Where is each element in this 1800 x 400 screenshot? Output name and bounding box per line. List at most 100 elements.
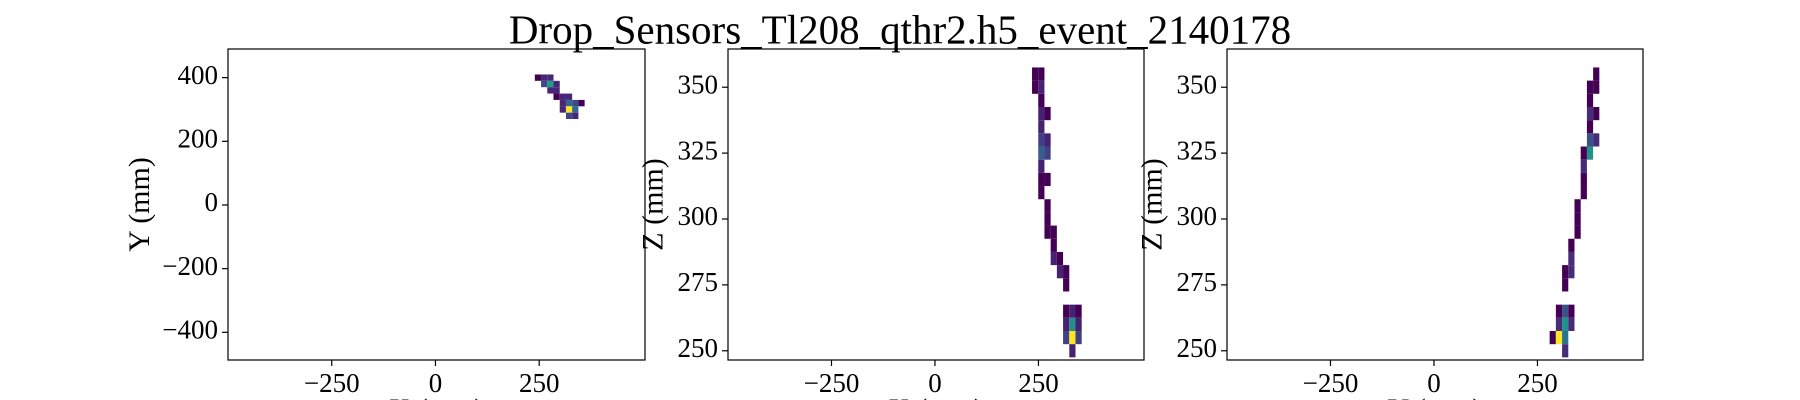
y-tick-label: −200 xyxy=(162,251,218,281)
heatmap-cell xyxy=(547,80,554,88)
heatmap-cell xyxy=(572,106,579,113)
y-axis-label: Y (mm) xyxy=(123,157,156,252)
y-tick-label: 275 xyxy=(678,267,719,297)
heatmap-cell xyxy=(1555,317,1563,332)
heatmap-cell xyxy=(1032,80,1039,94)
heatmap-cell xyxy=(1593,67,1600,81)
heatmap-cell xyxy=(1568,304,1575,318)
heatmap-cell xyxy=(1593,133,1600,147)
heatmap-cell xyxy=(1562,331,1569,345)
y-tick-label: 200 xyxy=(178,124,219,154)
heatmap-cell xyxy=(1580,186,1587,200)
heatmap-cell xyxy=(547,87,554,94)
axes-frame xyxy=(1226,48,1644,361)
x-tick-label: 0 xyxy=(429,368,443,398)
y-tick-label: −400 xyxy=(162,315,218,345)
heatmap-cell xyxy=(1574,225,1581,239)
heatmap-cell xyxy=(565,93,573,100)
y-tick-label: 325 xyxy=(678,135,719,165)
x-axis-label: X (mm) xyxy=(888,393,984,400)
heatmap-cell xyxy=(1586,133,1594,147)
axes-frame xyxy=(727,48,1145,361)
cells xyxy=(1549,67,1600,358)
heatmap-cell xyxy=(1050,238,1057,252)
y-tick-label: 300 xyxy=(678,201,719,231)
heatmap-cell xyxy=(1063,265,1070,279)
heatmap-cell xyxy=(559,93,566,100)
heatmap-cell xyxy=(1568,238,1575,252)
heatmap-cell xyxy=(1044,106,1051,121)
heatmap-cell xyxy=(1586,80,1594,94)
heatmap-cell xyxy=(1063,278,1070,292)
heatmap-cell xyxy=(1562,265,1569,279)
heatmap-cell xyxy=(1063,317,1070,332)
heatmap-cell xyxy=(565,99,573,107)
plot-area: −250 0 250 250 275 300 325 350 Y (mm) Z (mm) xyxy=(1135,48,1644,400)
y-tick-label: 0 xyxy=(205,187,219,217)
heatmap-cell xyxy=(1562,304,1569,318)
heatmap-cell xyxy=(541,74,548,81)
x-tick-label: 0 xyxy=(1427,368,1441,398)
heatmap-cell xyxy=(553,93,560,100)
x-tick-label: 250 xyxy=(1018,368,1059,398)
x-tick-label: 250 xyxy=(1517,368,1558,398)
heatmap-cell xyxy=(1038,120,1045,134)
heatmap-cell xyxy=(1038,172,1045,187)
heatmap-cell xyxy=(553,87,560,94)
heatmap-cell xyxy=(1562,278,1569,292)
heatmap-cell xyxy=(1568,265,1575,279)
axes-frame xyxy=(227,48,646,361)
heatmap-cell xyxy=(1038,186,1045,200)
y-tick-label: 250 xyxy=(678,333,719,363)
heatmap-cell xyxy=(1063,331,1070,345)
y-tick-label: 300 xyxy=(1177,201,1218,231)
heatmap-cell xyxy=(1050,225,1057,239)
heatmap-cell xyxy=(1580,146,1587,160)
heatmap-cell xyxy=(1580,159,1587,173)
heatmap-cell xyxy=(1568,317,1575,332)
heatmap-cell xyxy=(1069,344,1076,358)
y-tick-label: 400 xyxy=(178,60,219,90)
heatmap-cell xyxy=(541,80,548,88)
heatmap-cell xyxy=(1075,304,1082,318)
y-tick-label: 275 xyxy=(1177,267,1218,297)
heatmap-cell xyxy=(1562,344,1569,358)
y-axis-label: Z (mm) xyxy=(1135,158,1168,250)
heatmap-cell xyxy=(1586,93,1594,107)
heatmap-cell xyxy=(1044,225,1051,239)
heatmap-cell xyxy=(1586,106,1594,121)
y-tick-label: 350 xyxy=(1177,69,1218,99)
heatmap-cell xyxy=(565,106,573,113)
heatmap-cell xyxy=(1555,331,1563,345)
heatmap-cell xyxy=(1044,212,1051,226)
heatmap-cell xyxy=(1038,80,1045,94)
x-tick-label: −250 xyxy=(304,368,360,398)
heatmap-cell xyxy=(1038,93,1045,107)
heatmap-cell xyxy=(1056,251,1064,266)
cells xyxy=(1032,67,1082,358)
heatmap-cell xyxy=(1549,331,1556,345)
x-tick-label: −250 xyxy=(1303,368,1359,398)
heatmap-cell xyxy=(559,99,566,107)
heatmap-cell xyxy=(1044,146,1051,160)
heatmap-cell xyxy=(1075,331,1082,345)
cells xyxy=(534,74,585,120)
heatmap-cell xyxy=(1568,251,1575,266)
y-tick-label: 350 xyxy=(678,69,719,99)
heatmap-cell xyxy=(1038,133,1045,147)
heatmap-cell xyxy=(1593,80,1600,94)
heatmap-cell xyxy=(1593,106,1600,121)
heatmap-cell xyxy=(553,80,560,88)
heatmap-cell xyxy=(1044,199,1051,213)
heatmap-cell xyxy=(1032,67,1039,81)
y-tick-label: 325 xyxy=(1177,135,1218,165)
heatmap-cell xyxy=(1050,251,1057,266)
x-tick-label: 250 xyxy=(519,368,560,398)
heatmap-cell xyxy=(1574,199,1581,213)
heatmap-cell xyxy=(1574,212,1581,226)
heatmap-cell xyxy=(1044,133,1051,147)
heatmap-cell xyxy=(1069,331,1076,345)
heatmap-cell xyxy=(1580,172,1587,187)
x-axis-label: X (mm) xyxy=(389,393,485,400)
